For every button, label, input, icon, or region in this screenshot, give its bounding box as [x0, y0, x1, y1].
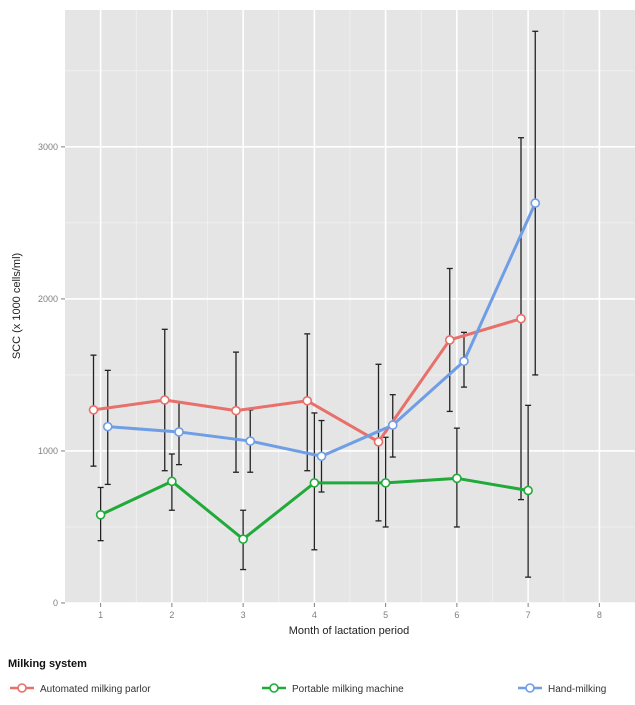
x-tick-label: 2: [169, 610, 174, 620]
data-point: [380, 478, 391, 488]
data-point: [102, 421, 113, 432]
y-tick-label: 0: [53, 598, 58, 608]
data-point: [167, 476, 177, 487]
data-point: [387, 420, 398, 430]
data-point: [373, 437, 384, 447]
data-point: [238, 534, 248, 544]
legend-items: Automated milking parlor Portable milking…: [10, 683, 606, 695]
y-tick-label: 2000: [38, 294, 58, 304]
legend-title: Milking system: [8, 658, 87, 670]
legend-swatch-point: [525, 683, 535, 693]
y-tick-label: 3000: [38, 142, 58, 152]
series-points: [88, 198, 541, 544]
y-axis-title: SCC (x 1000 cells/ml): [11, 253, 23, 359]
x-tick-label: 5: [383, 610, 388, 620]
data-point: [530, 198, 541, 208]
data-point: [452, 473, 462, 484]
x-axis-title: Month of lactation period: [289, 625, 409, 637]
y-tick-label: 1000: [38, 446, 58, 456]
data-point: [88, 405, 99, 415]
x-tick-label: 4: [312, 610, 317, 620]
x-tick-label: 8: [597, 610, 602, 620]
legend: Milking system Automated milking parlor P…: [8, 658, 606, 695]
legend-item: Portable milking machine: [262, 683, 404, 695]
data-point: [316, 451, 327, 462]
data-point: [523, 485, 533, 496]
data-point: [309, 478, 320, 488]
legend-item: Automated milking parlor: [10, 683, 151, 695]
x-tick-label: 6: [454, 610, 459, 620]
data-point: [245, 436, 256, 446]
legend-label: Portable milking machine: [292, 684, 404, 695]
data-point: [516, 313, 526, 324]
data-point: [159, 395, 170, 405]
x-tick-label: 1: [98, 610, 103, 620]
data-point: [231, 405, 241, 416]
axis-ticks: 0 1000 2000 3000 1 2 3 4 5 6 7 8: [38, 142, 602, 620]
data-point: [459, 356, 469, 367]
legend-swatch-point: [269, 683, 279, 693]
legend-label: Automated milking parlor: [40, 684, 151, 695]
data-point: [302, 395, 313, 406]
x-tick-label: 3: [241, 610, 246, 620]
legend-item: Hand-milking: [518, 683, 606, 695]
data-point: [444, 335, 455, 345]
x-tick-label: 7: [526, 610, 531, 620]
data-point: [95, 510, 106, 520]
data-point: [174, 427, 184, 437]
legend-swatch-point: [17, 683, 27, 693]
legend-label: Hand-milking: [548, 684, 606, 695]
